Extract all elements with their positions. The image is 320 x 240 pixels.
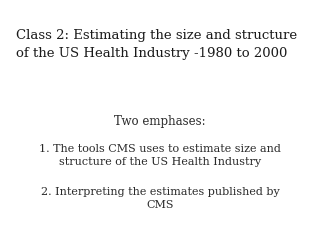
Text: Two emphases:: Two emphases: bbox=[114, 115, 206, 128]
Text: 1. The tools CMS uses to estimate size and
structure of the US Health Industry: 1. The tools CMS uses to estimate size a… bbox=[39, 144, 281, 167]
Text: Class 2: Estimating the size and structure
of the US Health Industry -1980 to 20: Class 2: Estimating the size and structu… bbox=[16, 29, 297, 60]
Text: 2. Interpreting the estimates published by
CMS: 2. Interpreting the estimates published … bbox=[41, 187, 279, 210]
